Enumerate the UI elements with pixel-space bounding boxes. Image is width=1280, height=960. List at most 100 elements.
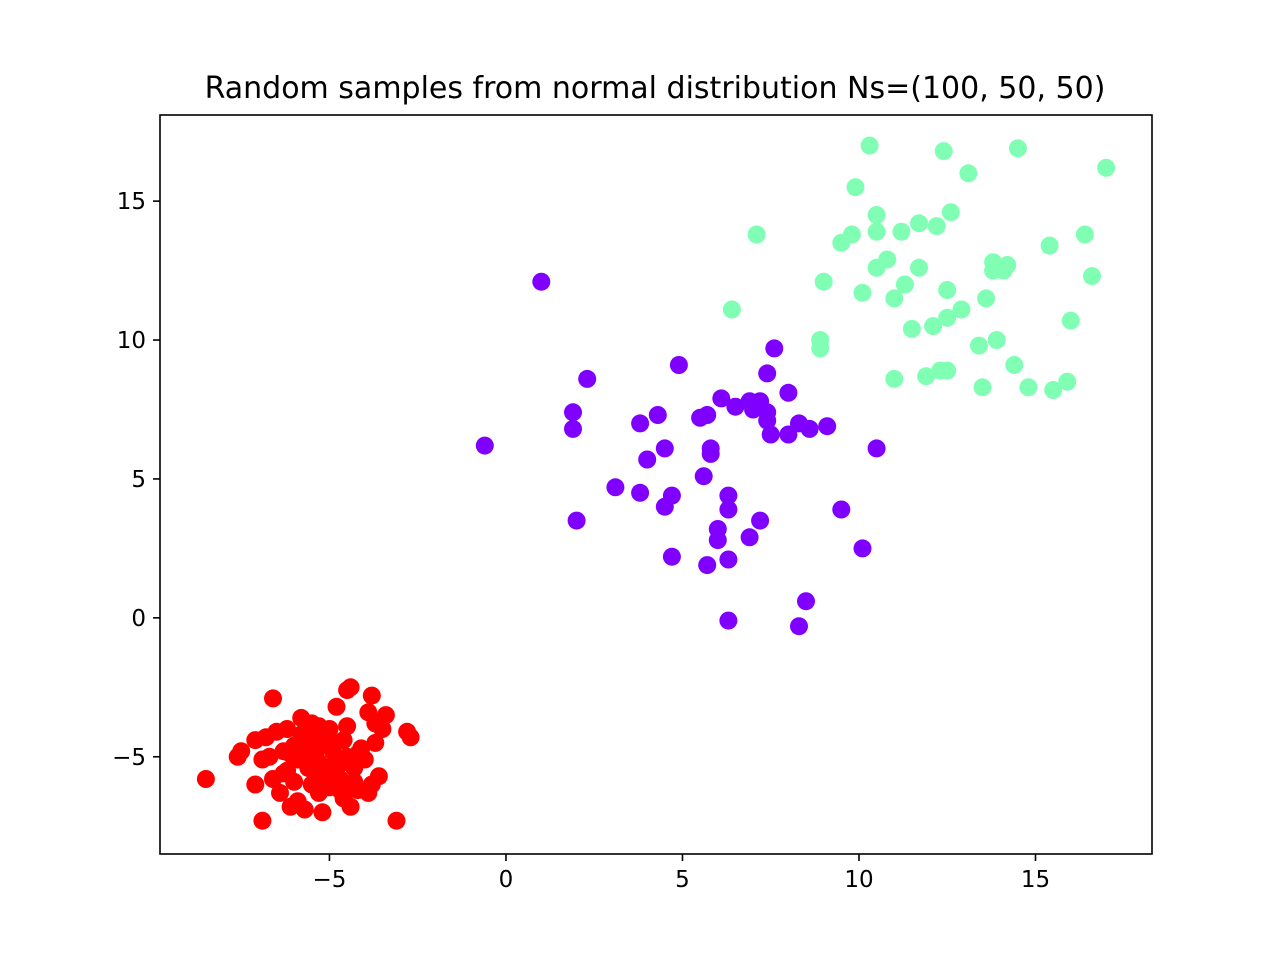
scatter-point-s0-39 <box>338 717 357 736</box>
scatter-point-s2-1 <box>722 300 741 319</box>
scatter-point-s1-24 <box>712 389 731 408</box>
scatter-point-s2-32 <box>970 336 988 355</box>
scatter-point-s0-79 <box>295 733 314 752</box>
scatter-point-s2-20 <box>910 214 928 233</box>
axes-frame <box>159 114 1153 855</box>
scatter-point-s1-2 <box>578 369 597 388</box>
scatter-point-s2-22 <box>924 317 943 336</box>
scatter-point-s2-33 <box>973 378 992 397</box>
scatter-point-s0-72 <box>313 770 332 788</box>
scatter-point-s1-25 <box>719 486 738 505</box>
scatter-point-s1-6 <box>606 478 625 497</box>
scatter-point-s2-26 <box>938 281 957 299</box>
scatter-point-s2-40 <box>1005 356 1024 374</box>
scatter-point-s0-11 <box>271 783 289 802</box>
scatter-point-s2-41 <box>1008 139 1027 158</box>
scatter-point-s1-26 <box>719 500 738 519</box>
scatter-point-s0-55 <box>387 811 406 830</box>
y-tick-label: 0 <box>131 606 146 632</box>
scatter-point-s2-47 <box>1075 225 1094 244</box>
scatter-point-s1-15 <box>669 356 688 374</box>
scatter-point-s1-44 <box>797 592 815 611</box>
scatter-point-s0-52 <box>369 767 388 786</box>
scatter-point-s2-45 <box>1058 372 1077 391</box>
scatter-point-s0-63 <box>345 772 364 791</box>
scatter-point-s2-34 <box>977 289 996 308</box>
scatter-point-s2-25 <box>934 142 953 161</box>
x-tick-label: 5 <box>675 867 690 893</box>
scatter-point-s1-36 <box>758 364 777 383</box>
scatter-point-s1-3 <box>564 403 582 422</box>
scatter-point-s1-37 <box>758 411 777 430</box>
scatter-point-s0-66 <box>324 733 342 752</box>
scatter-point-s1-21 <box>698 556 717 575</box>
scatter-point-s1-30 <box>740 528 759 547</box>
scatter-point-s2-30 <box>952 300 971 319</box>
scatter-point-s2-14 <box>885 289 904 308</box>
y-tick-label: 15 <box>117 189 146 215</box>
scatter-point-s0-5 <box>253 811 272 830</box>
y-tick-label: 10 <box>117 328 146 354</box>
scatter-point-s0-57 <box>401 728 420 747</box>
scatter-point-s1-49 <box>867 439 886 458</box>
scatter-point-s1-18 <box>698 406 717 424</box>
scatter-point-s2-43 <box>1040 236 1059 255</box>
scatter-point-s1-38 <box>761 425 780 444</box>
scatter-point-s0-78 <box>309 717 328 736</box>
scatter-point-s0-4 <box>246 775 265 794</box>
scatter-point-s0-71 <box>260 747 279 766</box>
x-tick-label: −5 <box>312 867 346 893</box>
scatter-point-s0-61 <box>285 772 304 791</box>
scatter-point-s2-28 <box>938 308 957 327</box>
scatter-point-s1-11 <box>655 439 674 458</box>
scatter-point-s1-17 <box>694 467 713 486</box>
scatter-point-s2-42 <box>1019 378 1038 397</box>
scatter-point-s0-9 <box>264 689 282 708</box>
scatter-point-s0-73 <box>359 783 378 802</box>
scatter-point-s2-19 <box>910 258 928 277</box>
scatter-point-s1-33 <box>751 511 770 530</box>
scatter-point-s1-40 <box>779 383 798 402</box>
scatter-point-s2-7 <box>846 178 865 197</box>
scatter-point-s0-76 <box>281 745 300 763</box>
scatter-point-s1-0 <box>532 272 551 291</box>
scatter-point-s1-47 <box>832 500 851 519</box>
scatter-point-s1-42 <box>790 617 808 636</box>
scatter-point-s0-42 <box>341 797 360 816</box>
scatter-point-s1-7 <box>631 483 650 502</box>
scatter-point-s0-29 <box>313 803 332 822</box>
scatter-point-s0-51 <box>366 733 385 752</box>
scatter-point-s2-0 <box>747 225 766 244</box>
scatter-point-s2-21 <box>917 367 936 386</box>
y-tick-label: −5 <box>112 745 146 771</box>
scatter-point-s1-5 <box>567 511 586 530</box>
scatter-point-s0-53 <box>373 720 392 738</box>
scatter-point-s0-49 <box>362 686 381 705</box>
scatter-point-s1-14 <box>662 547 681 566</box>
scatter-point-s2-46 <box>1061 311 1080 330</box>
scatter-point-s2-13 <box>878 250 897 269</box>
x-tick-label: 15 <box>1021 867 1050 893</box>
x-tick-label: 10 <box>844 867 873 893</box>
scatter-point-s2-8 <box>853 283 872 302</box>
scatter-point-s2-18 <box>902 319 921 338</box>
chart-title: Random samples from normal distribution … <box>205 71 1106 106</box>
scatter-point-s0-20 <box>295 800 314 819</box>
scatter-point-s1-4 <box>564 419 582 438</box>
scatter-point-s1-8 <box>631 414 650 433</box>
scatter-point-s1-27 <box>719 550 738 569</box>
scatter-point-s0-77 <box>348 745 367 763</box>
scatter-point-s2-15 <box>885 369 904 388</box>
scatter-point-s1-20 <box>701 439 720 458</box>
scatter-point-s1-13 <box>662 486 681 505</box>
scatter-point-s2-39 <box>998 256 1017 274</box>
scatter-point-s2-4 <box>814 272 833 291</box>
scatter-point-s2-31 <box>959 164 978 183</box>
scatter-point-s1-48 <box>853 539 872 558</box>
scatter-point-s2-9 <box>860 136 879 155</box>
ticks-layer: −5 0 5 10 15 −5 0 5 10 15 <box>112 189 1050 893</box>
scatter-point-s2-16 <box>892 222 911 241</box>
scatter-point-s0-70 <box>338 681 357 700</box>
scatter-point-s2-37 <box>987 331 1006 349</box>
